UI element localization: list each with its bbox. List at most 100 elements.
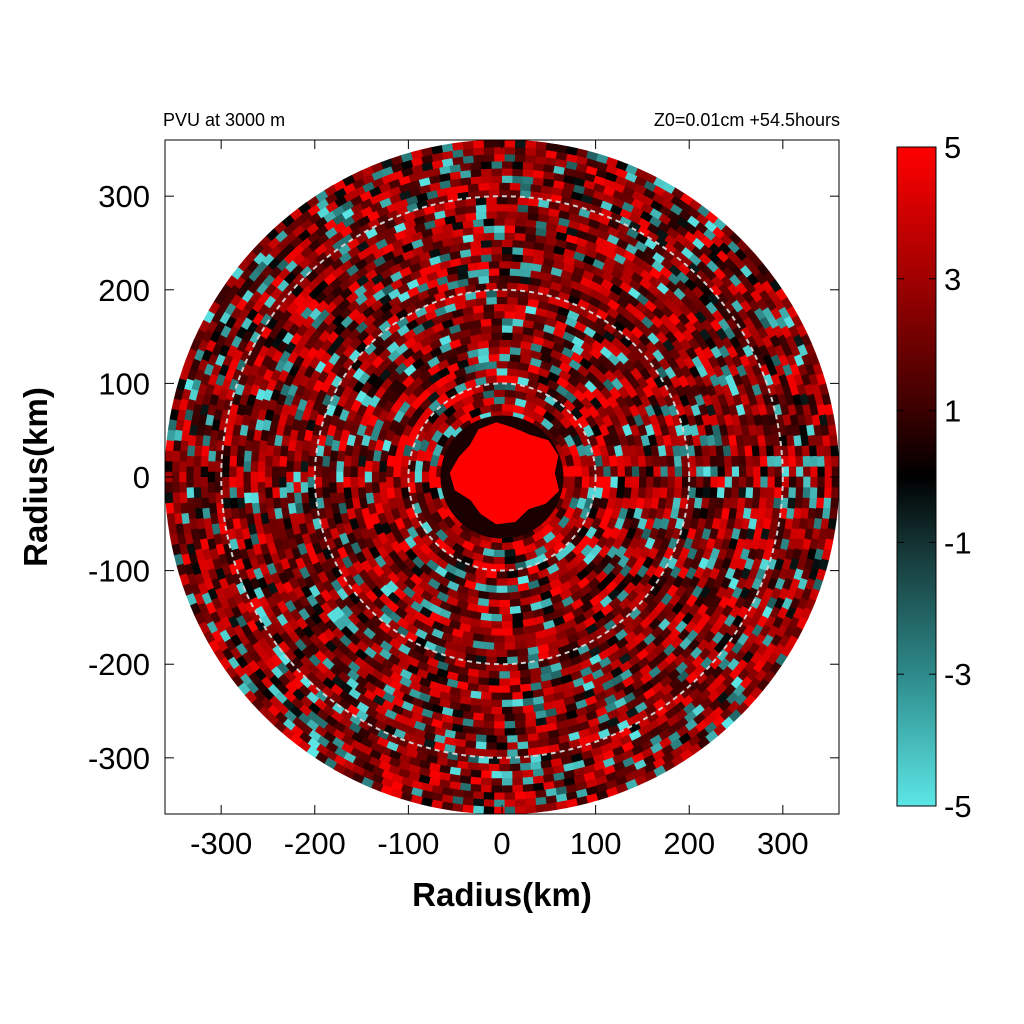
pv-cell (464, 298, 477, 308)
pv-cell (739, 586, 751, 600)
pv-cell (630, 367, 643, 381)
pv-cell (703, 630, 717, 644)
pv-cell (800, 333, 812, 347)
pv-cell (362, 314, 376, 327)
pv-cell (361, 776, 375, 789)
pv-cell (408, 187, 421, 198)
pv-cell (612, 745, 626, 757)
pv-cell (540, 417, 554, 431)
pv-cell (660, 683, 674, 697)
pv-cell (764, 507, 774, 520)
pv-cell (517, 204, 529, 213)
pv-cell (205, 339, 217, 353)
pv-cell (345, 650, 359, 663)
pv-cell (207, 492, 217, 504)
pv-cell (454, 738, 467, 748)
pv-cell (443, 379, 458, 391)
pv-cell (652, 634, 666, 648)
pv-cell (623, 486, 633, 499)
pv-cell (462, 804, 475, 814)
pv-cell (356, 240, 370, 253)
pv-cell (469, 618, 482, 628)
pv-cell (594, 486, 604, 499)
pv-cell (321, 393, 333, 407)
pv-cell (446, 185, 459, 196)
pv-cell (442, 544, 456, 558)
pv-cell (451, 315, 464, 326)
pv-cell (542, 163, 555, 173)
pv-cell (582, 680, 596, 692)
pv-cell (607, 643, 621, 656)
pv-cell (485, 211, 497, 219)
pv-cell (712, 364, 724, 378)
pv-cell (426, 390, 440, 404)
pv-cell (601, 671, 615, 684)
pv-cell (701, 444, 710, 457)
pv-cell (818, 413, 828, 426)
pv-cell (616, 589, 630, 603)
pv-cell (378, 471, 387, 483)
pv-cell (284, 260, 298, 273)
pv-cell (622, 683, 636, 696)
pv-cell (752, 280, 766, 294)
pv-cell (241, 528, 251, 541)
pv-cell (555, 793, 568, 803)
pv-cell (818, 527, 829, 540)
pv-cell (728, 709, 742, 722)
pv-cell (636, 648, 650, 661)
pv-cell (636, 292, 650, 306)
pv-cell (715, 327, 728, 341)
pv-cell (586, 793, 599, 804)
pv-cell (652, 184, 666, 197)
pv-cell (680, 686, 694, 699)
pv-cell (552, 532, 566, 546)
pv-cell (241, 577, 253, 591)
pv-cell (334, 597, 347, 611)
pv-cell (679, 546, 691, 560)
pv-cell (472, 712, 485, 721)
pv-cell (410, 149, 423, 160)
pv-cell (625, 526, 637, 540)
pv-cell (824, 466, 833, 477)
pv-cell (740, 517, 751, 530)
pv-cell (311, 399, 323, 412)
pv-cell (353, 284, 367, 298)
pv-cell (425, 559, 440, 572)
pv-cell (404, 392, 418, 406)
pv-cell (467, 668, 480, 678)
pv-cell (753, 465, 761, 477)
pv-cell (529, 277, 542, 287)
pv-cell (488, 268, 500, 276)
pv-cell (479, 539, 493, 550)
pv-cell (325, 556, 338, 570)
pv-cell (706, 259, 719, 273)
pv-cell (598, 395, 611, 409)
pv-cell (298, 522, 309, 536)
pv-cell (672, 644, 685, 658)
pv-cell (270, 275, 284, 289)
pv-cell (401, 424, 414, 438)
pv-cell (677, 566, 690, 580)
pv-cell (591, 266, 605, 278)
pv-cell (502, 621, 514, 629)
pv-cell (323, 731, 337, 744)
pv-cell (517, 282, 529, 292)
pv-cell (184, 409, 194, 422)
pv-cell (617, 476, 626, 488)
pv-cell (643, 695, 657, 709)
pv-cell (640, 672, 654, 685)
pv-cell (197, 528, 207, 541)
pv-cell (724, 613, 737, 628)
pv-cell (358, 359, 371, 373)
pv-cell (382, 399, 395, 413)
pv-cell (743, 403, 754, 416)
pv-cell (248, 268, 261, 282)
pv-cell (299, 731, 313, 745)
pv-cell (506, 368, 519, 377)
pv-cell (625, 507, 636, 521)
pv-cell (720, 308, 733, 322)
pv-cell (524, 400, 538, 412)
pv-cell (709, 486, 718, 499)
pv-cell (401, 693, 415, 705)
pv-cell (532, 703, 545, 713)
